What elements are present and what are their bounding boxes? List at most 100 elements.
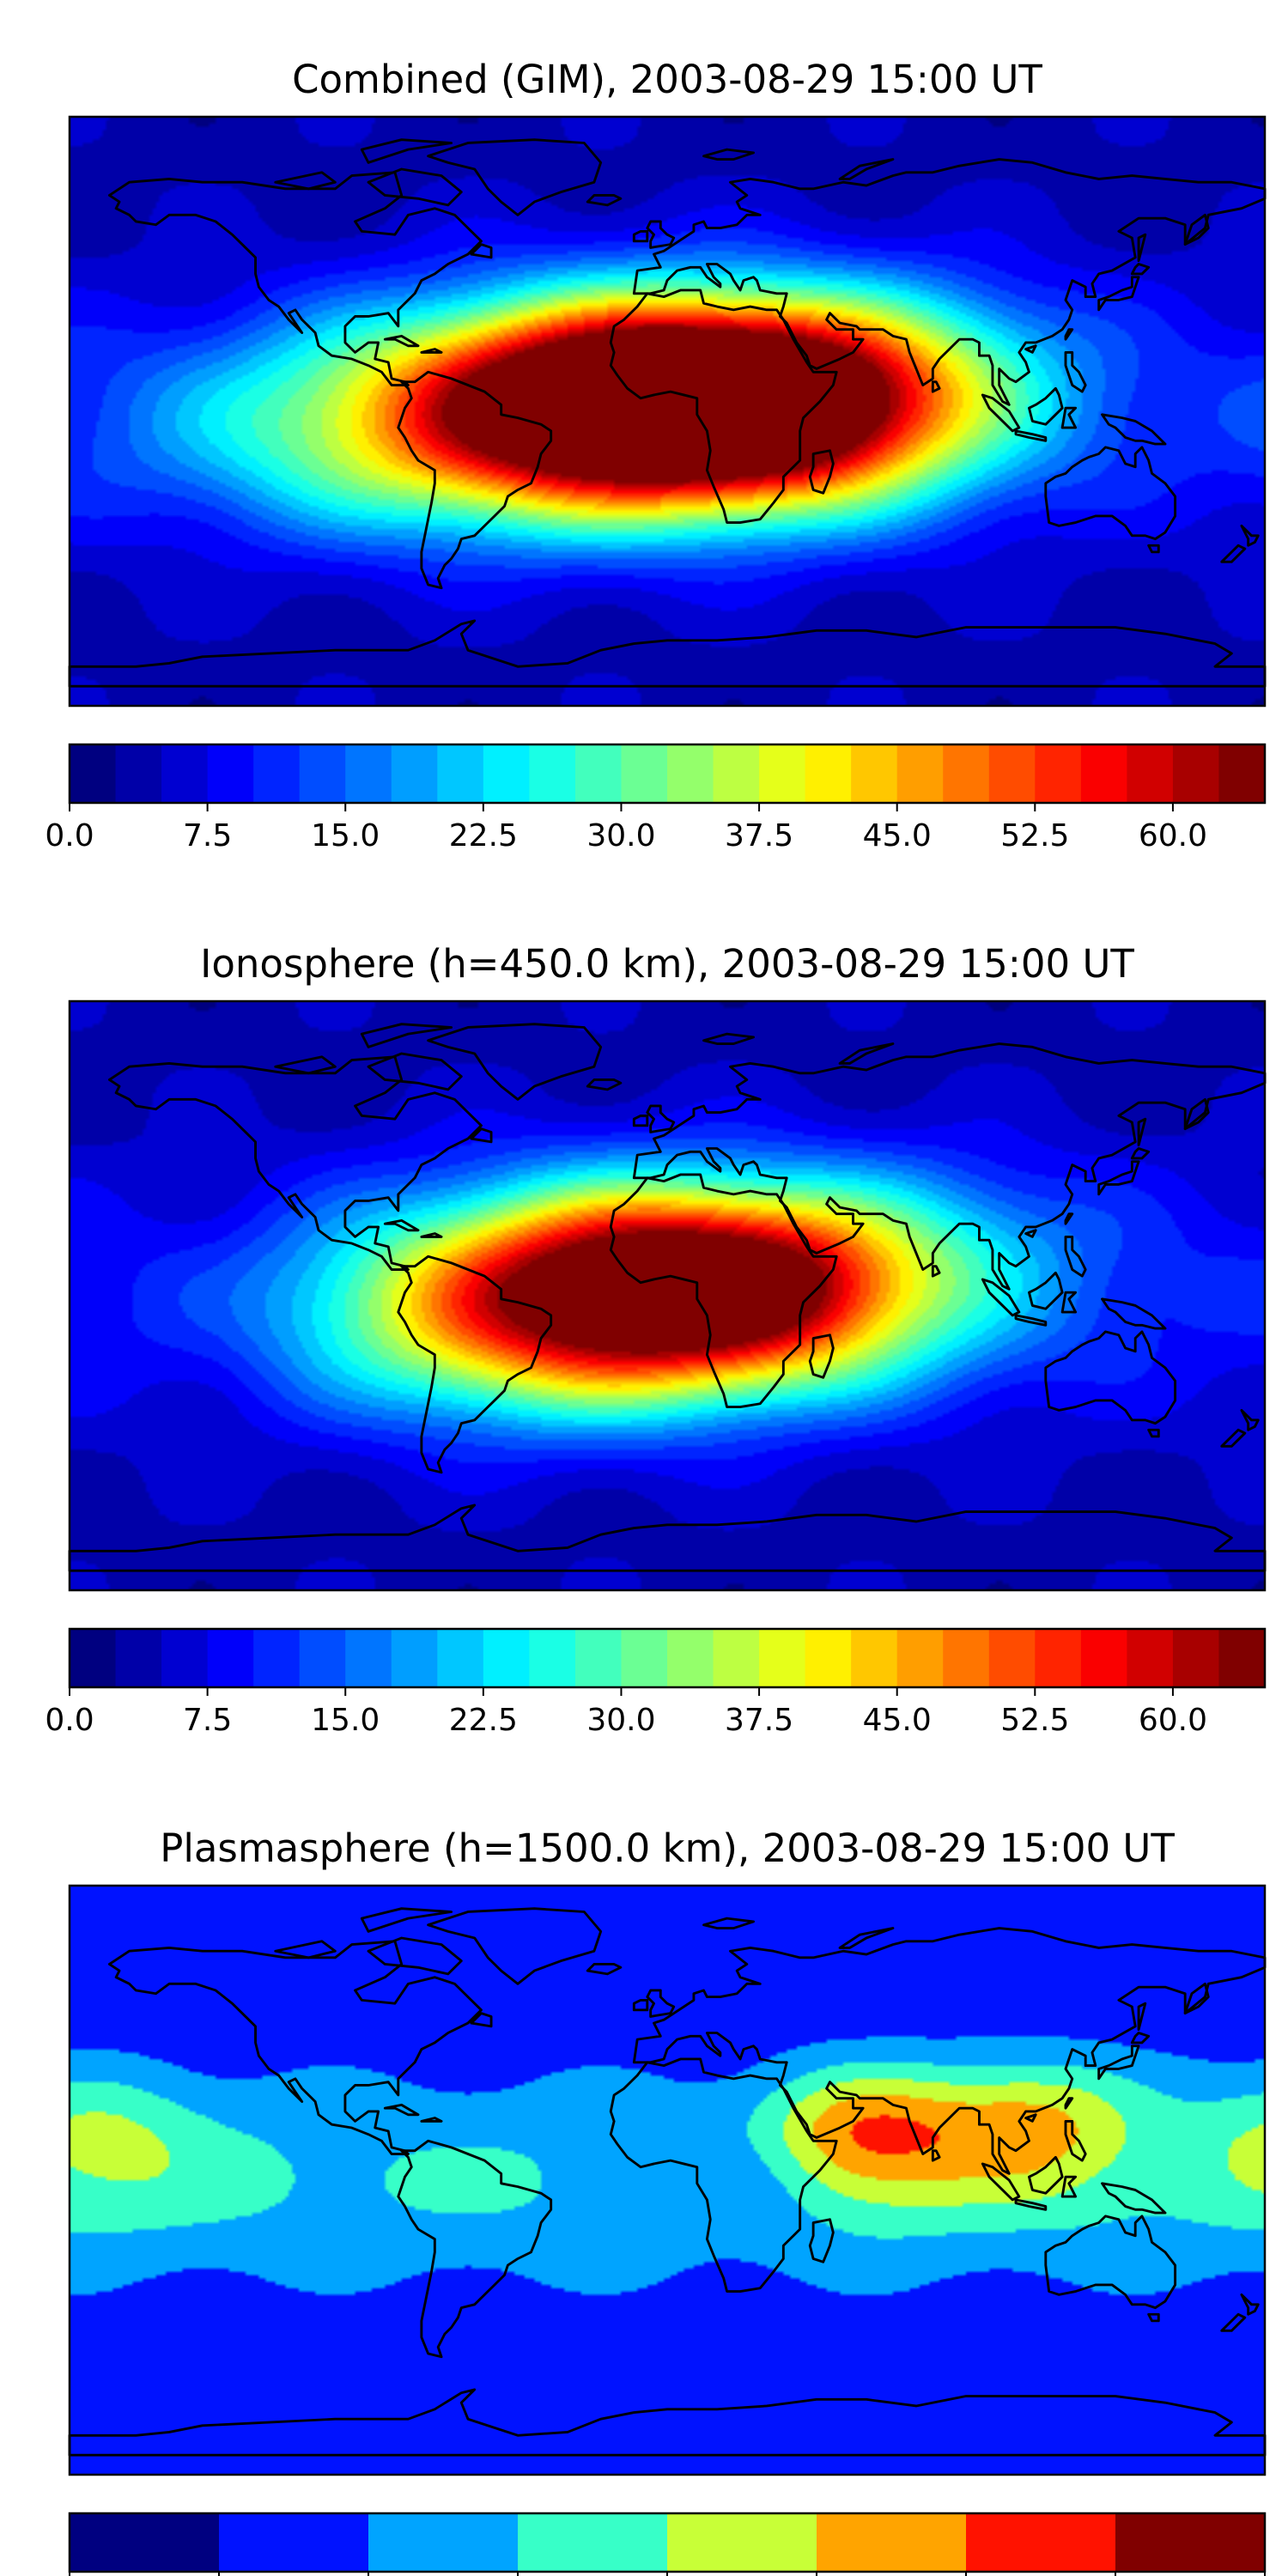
coastline-africa	[609, 1173, 838, 1409]
coastline-java	[1014, 1314, 1048, 1327]
coastline-new-zealand-n	[1240, 1408, 1260, 1431]
colorbar-band	[368, 2513, 519, 2572]
colorbar-band	[70, 1629, 117, 1687]
colorbar-band	[805, 744, 852, 803]
colorbar-band	[1172, 1629, 1220, 1687]
coastline-java	[1014, 429, 1048, 442]
colorbar-band	[1218, 744, 1266, 803]
chart-title-combined: Combined (GIM), 2003-08-29 15:00 UT	[292, 57, 1042, 102]
colorbar-band	[621, 744, 668, 803]
coastline-newfoundland	[470, 1127, 493, 1144]
coastline-north-america	[107, 1940, 483, 2155]
colorbar-band	[299, 1629, 346, 1687]
colorbar-ionosphere: 0.0 7.5 15.0 22.5 30.0 37.5 45.0 52.5 60.0	[45, 1627, 1267, 1738]
colorbar-combined: 0.0 7.5 15.0 22.5 30.0 37.5 45.0 52.5 60.0	[45, 743, 1267, 854]
coastline-ellesmere	[360, 1023, 453, 1048]
coastline-sumatra	[981, 1278, 1021, 1317]
colorbar-tick-label: 22.5	[449, 818, 518, 854]
colorbar-band	[391, 744, 438, 803]
colorbar-band	[667, 2513, 817, 2572]
coastline-borneo	[1028, 1271, 1064, 1310]
coastline-novaya-zemlya	[838, 1042, 895, 1065]
colorbar-band	[529, 1629, 576, 1687]
colorbar-tick-label: 30.0	[586, 1703, 655, 1738]
colorbar-plasmasphere: 0.02.55.07.510.012.515.017.520.0	[68, 2512, 1267, 2576]
colorbar-tick-label: 45.0	[863, 818, 932, 854]
colorbar-band	[805, 1629, 852, 1687]
colorbar-band	[817, 2513, 967, 2572]
colorbar-band	[70, 2513, 220, 2572]
colorbar-tick-label: 0.0	[45, 1703, 94, 1738]
coastline-hokkaido	[1130, 263, 1151, 276]
colorbar-tick-label: 7.5	[183, 818, 232, 854]
coastline-greenland	[427, 1907, 603, 1985]
coastline-cuba	[383, 334, 420, 348]
colorbar-band	[483, 744, 530, 803]
coastline-philippines	[1064, 350, 1087, 393]
coastline-hainan	[1024, 1229, 1037, 1238]
coastline-australia	[1044, 2215, 1177, 2310]
coastline-iceland	[586, 194, 623, 207]
coastline-britain	[646, 220, 676, 249]
colorbar-band	[219, 2513, 369, 2572]
coastline-sumatra	[981, 2162, 1021, 2202]
colorbar-band	[896, 1629, 944, 1687]
coastline-sri-lanka	[931, 2149, 941, 2162]
colorbar-tick-label: 15.0	[311, 818, 380, 854]
coastline-baffin	[367, 1936, 463, 1976]
colorbar-band	[667, 744, 714, 803]
colorbar-band	[1127, 744, 1174, 803]
coastline-ireland	[632, 1998, 649, 2012]
colorbar-band	[207, 744, 254, 803]
colorbar-frame-ionosphere	[68, 1627, 1267, 1689]
coastline-ireland	[632, 1114, 649, 1127]
colorbar-band	[713, 744, 760, 803]
colorbar-band	[621, 1629, 668, 1687]
colorbar-band	[988, 744, 1036, 803]
colorbar-band	[1035, 1629, 1082, 1687]
coastline-antarctica	[68, 2388, 1267, 2457]
colorbar-band	[483, 1629, 530, 1687]
colorbar-tick-label: 22.5	[449, 1703, 518, 1738]
coastline-philippines	[1064, 2119, 1087, 2162]
coastline-africa	[609, 2057, 838, 2293]
colorbar-tick-label: 37.5	[725, 818, 793, 854]
coastline-antarctica	[68, 1504, 1267, 1572]
coastline-svalbard	[702, 1032, 755, 1045]
colorbar-band	[759, 744, 806, 803]
coastline-tasmania	[1147, 544, 1160, 554]
coastline-japan	[1097, 276, 1140, 312]
coastline-tasmania	[1147, 2312, 1160, 2323]
coastline-new-zealand-s	[1220, 544, 1247, 563]
coastline-new-guinea	[1101, 2182, 1167, 2215]
coastline-new-zealand-s	[1220, 2312, 1247, 2332]
coastline-sakhalin	[1137, 1117, 1147, 1147]
colorbar-band	[161, 744, 209, 803]
coastline-hokkaido	[1130, 2032, 1151, 2044]
colorbar-band	[161, 1629, 209, 1687]
colorbar-band	[437, 744, 484, 803]
coastline-svalbard	[702, 1917, 755, 1929]
coastline-sri-lanka	[931, 1265, 941, 1278]
coastline-hispaniola	[420, 1232, 443, 1238]
colorbar-band	[253, 1629, 301, 1687]
map-frame-ionosphere	[68, 999, 1267, 1592]
colorbar-tick-label: 52.5	[1000, 1703, 1069, 1738]
coastline-antarctica	[68, 619, 1267, 688]
coastlines-combined	[68, 138, 1267, 688]
coastline-japan	[1097, 1160, 1140, 1196]
coastline-new-guinea	[1101, 413, 1167, 446]
colorbar-band	[529, 744, 576, 803]
coastline-philippines	[1064, 1235, 1087, 1278]
coastline-sri-lanka	[931, 380, 941, 393]
heatmap-field-combined	[70, 117, 1265, 706]
coastline-kamchatka	[1183, 1097, 1210, 1131]
colorbar-band	[1127, 1629, 1174, 1687]
colorbar-tick-label: 0.0	[45, 818, 94, 854]
coastline-sulawesi	[1060, 1291, 1078, 1314]
map-panel-plasmasphere: Plasmasphere (h=1500.0 km), 2003-08-29 1…	[68, 1826, 1267, 2476]
coastline-sakhalin	[1137, 2002, 1147, 2032]
coastline-south-america	[397, 370, 553, 590]
coastline-eurasia	[632, 1042, 1267, 1291]
coastline-baffin	[367, 1052, 463, 1091]
